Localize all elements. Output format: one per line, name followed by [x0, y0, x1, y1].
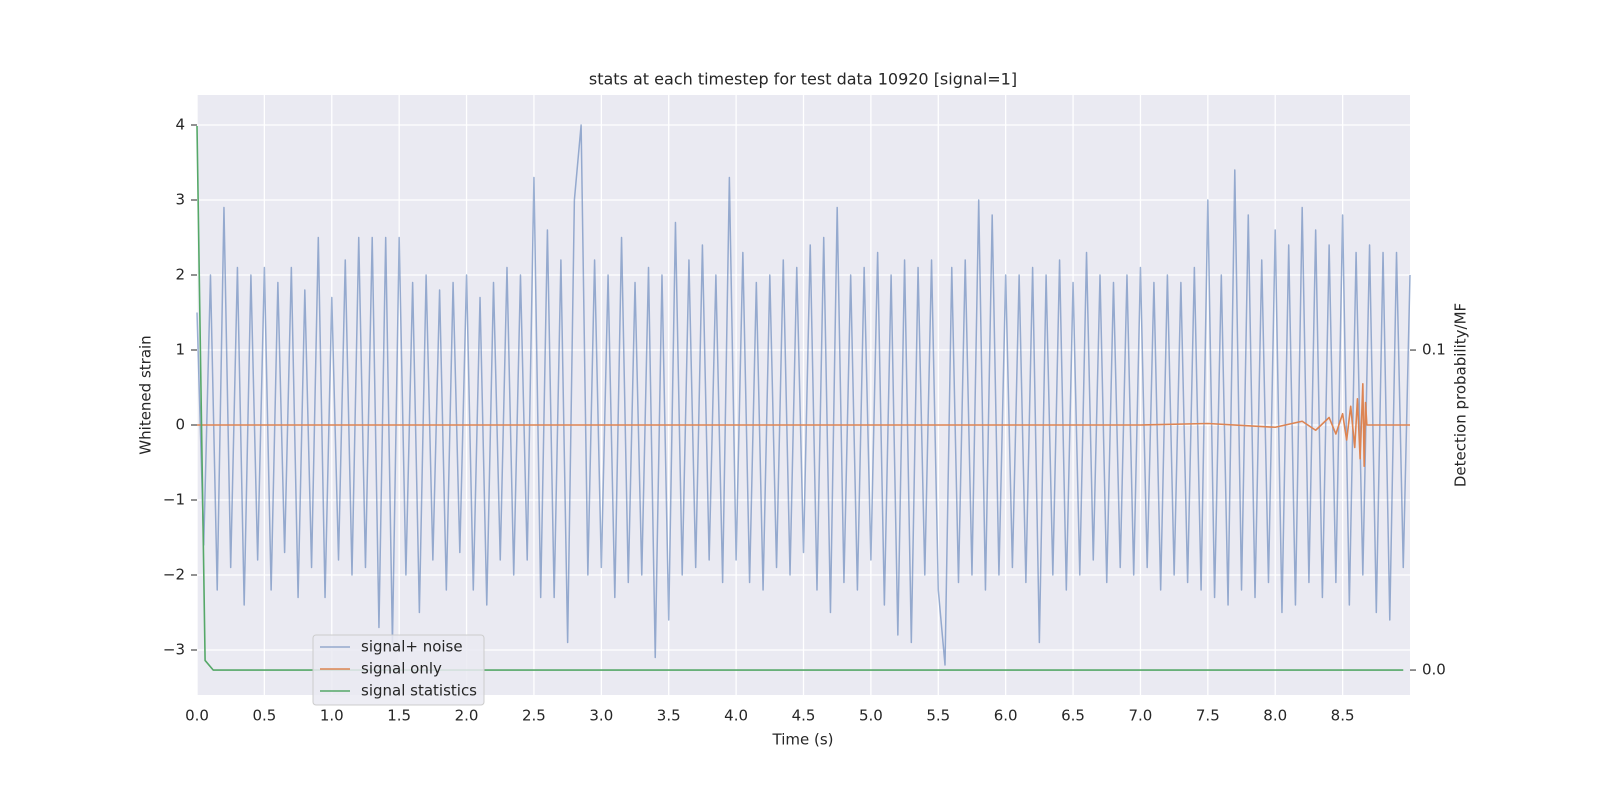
legend-box: [312, 634, 485, 706]
series-line: [196, 126, 1404, 671]
x-tick-label: 8.0: [1263, 707, 1287, 725]
y-tick-label: 2: [175, 266, 185, 284]
x-tick-label: 5.0: [859, 707, 883, 725]
series-line: [196, 124, 1411, 666]
x-tick-label: 3.5: [657, 707, 681, 725]
x-tick-label: 0.0: [185, 707, 209, 725]
y-tick-label: 0: [175, 416, 185, 434]
x-tick-label: 0.5: [252, 707, 276, 725]
labels: 0.0 0.5 1.0 1.5 2.0 2.5 3.0 3.5 4.0 4.5 5.0 5.5 6.0 6…: [163, 116, 1446, 725]
x-tick-label: 2.0: [455, 707, 479, 725]
legend-label: signal+ noise: [361, 638, 463, 656]
chart-title: stats at each timestep for test data 109…: [589, 70, 1017, 89]
x-tick-label: 2.5: [522, 707, 546, 725]
y-tick-label: 1: [175, 341, 185, 359]
x-tick-label: 6.0: [994, 707, 1018, 725]
legend: signal+ noise signal only signal statistic…: [312, 634, 485, 706]
series-line: [197, 382, 1410, 468]
x-tick-label: 8.5: [1331, 707, 1355, 725]
y2-tick-label: 0.1: [1422, 341, 1446, 359]
x-tick-label: 1.0: [320, 707, 344, 725]
x-tick-label: 1.5: [387, 707, 411, 725]
x-tick-label: 7.5: [1196, 707, 1220, 725]
y-tick-label: 3: [175, 191, 185, 209]
legend-label: signal statistics: [361, 682, 477, 700]
x-tick-label: 4.5: [792, 707, 816, 725]
x-tick-label: 7.0: [1129, 707, 1153, 725]
x-axis-label: Time (s): [772, 731, 834, 749]
y-tick-label: 4: [175, 116, 185, 134]
legend-label: signal only: [361, 660, 442, 678]
y-tick-label: −3: [163, 641, 185, 659]
x-tick-label: 4.0: [724, 707, 748, 725]
x-tick-label: 5.5: [926, 707, 950, 725]
y-axis-label: Whitened strain: [137, 335, 155, 454]
marks: [196, 124, 1411, 671]
x-tick-label: 3.0: [589, 707, 613, 725]
y2-axis-label: Detection probability/MF: [1452, 303, 1470, 487]
x-tick-label: 6.5: [1061, 707, 1085, 725]
y2-tick-label: 0.0: [1422, 661, 1446, 679]
y-tick-label: −1: [163, 491, 185, 509]
y-tick-label: −2: [163, 566, 185, 584]
